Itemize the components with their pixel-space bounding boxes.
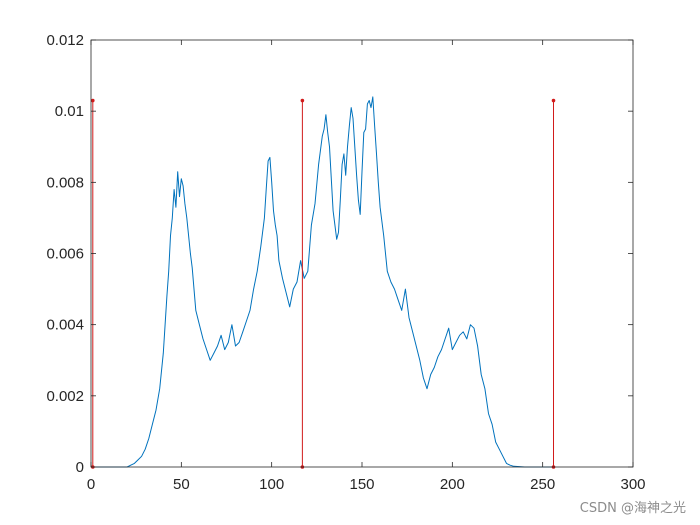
x-tick-label: 250 [530, 476, 555, 493]
x-tick-label: 300 [620, 476, 645, 493]
red-marker-top-point-0 [91, 98, 95, 103]
red-marker-top-point-1 [300, 98, 305, 103]
y-tick-label: 0.012 [46, 32, 84, 49]
series-line-0 [91, 96, 554, 468]
x-tick-label: 150 [349, 476, 374, 493]
y-tick-label: 0.006 [46, 246, 84, 263]
x-tick-label: 200 [440, 476, 465, 493]
y-tick-label: 0.01 [55, 103, 84, 120]
x-tick-label: 100 [259, 476, 284, 493]
axes-box [90, 39, 634, 468]
x-tick-label: 50 [173, 476, 190, 493]
x-tick-label: 0 [87, 476, 95, 493]
y-tick-label: 0.002 [46, 388, 84, 405]
plot-area: 0 50 100 150 200 250 300 0 0.002 0.004 0.006 0.008 0… [46, 32, 645, 493]
watermark-text: CSDN @海神之光 [579, 501, 686, 516]
y-tick-label: 0.004 [46, 317, 84, 334]
y-tick-label: 0 [76, 459, 84, 476]
y-tick-label: 0.008 [46, 174, 84, 191]
red-marker-top-point-2 [551, 98, 556, 103]
